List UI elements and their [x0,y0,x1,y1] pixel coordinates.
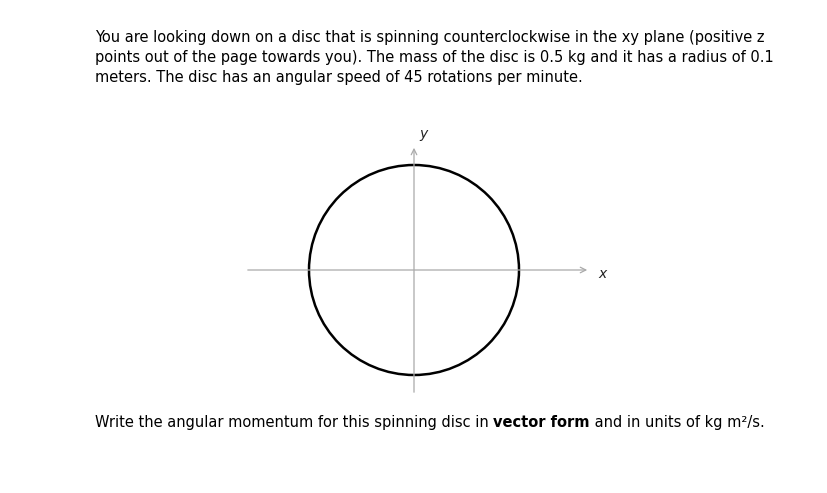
Text: x: x [597,267,605,281]
Text: vector form: vector form [493,415,589,430]
Text: Write the angular momentum for this spinning disc in: Write the angular momentum for this spin… [95,415,493,430]
Text: y: y [418,127,427,141]
Text: and in units of kg m²/s.: and in units of kg m²/s. [589,415,763,430]
Text: You are looking down on a disc that is spinning counterclockwise in the xy plane: You are looking down on a disc that is s… [95,30,772,85]
